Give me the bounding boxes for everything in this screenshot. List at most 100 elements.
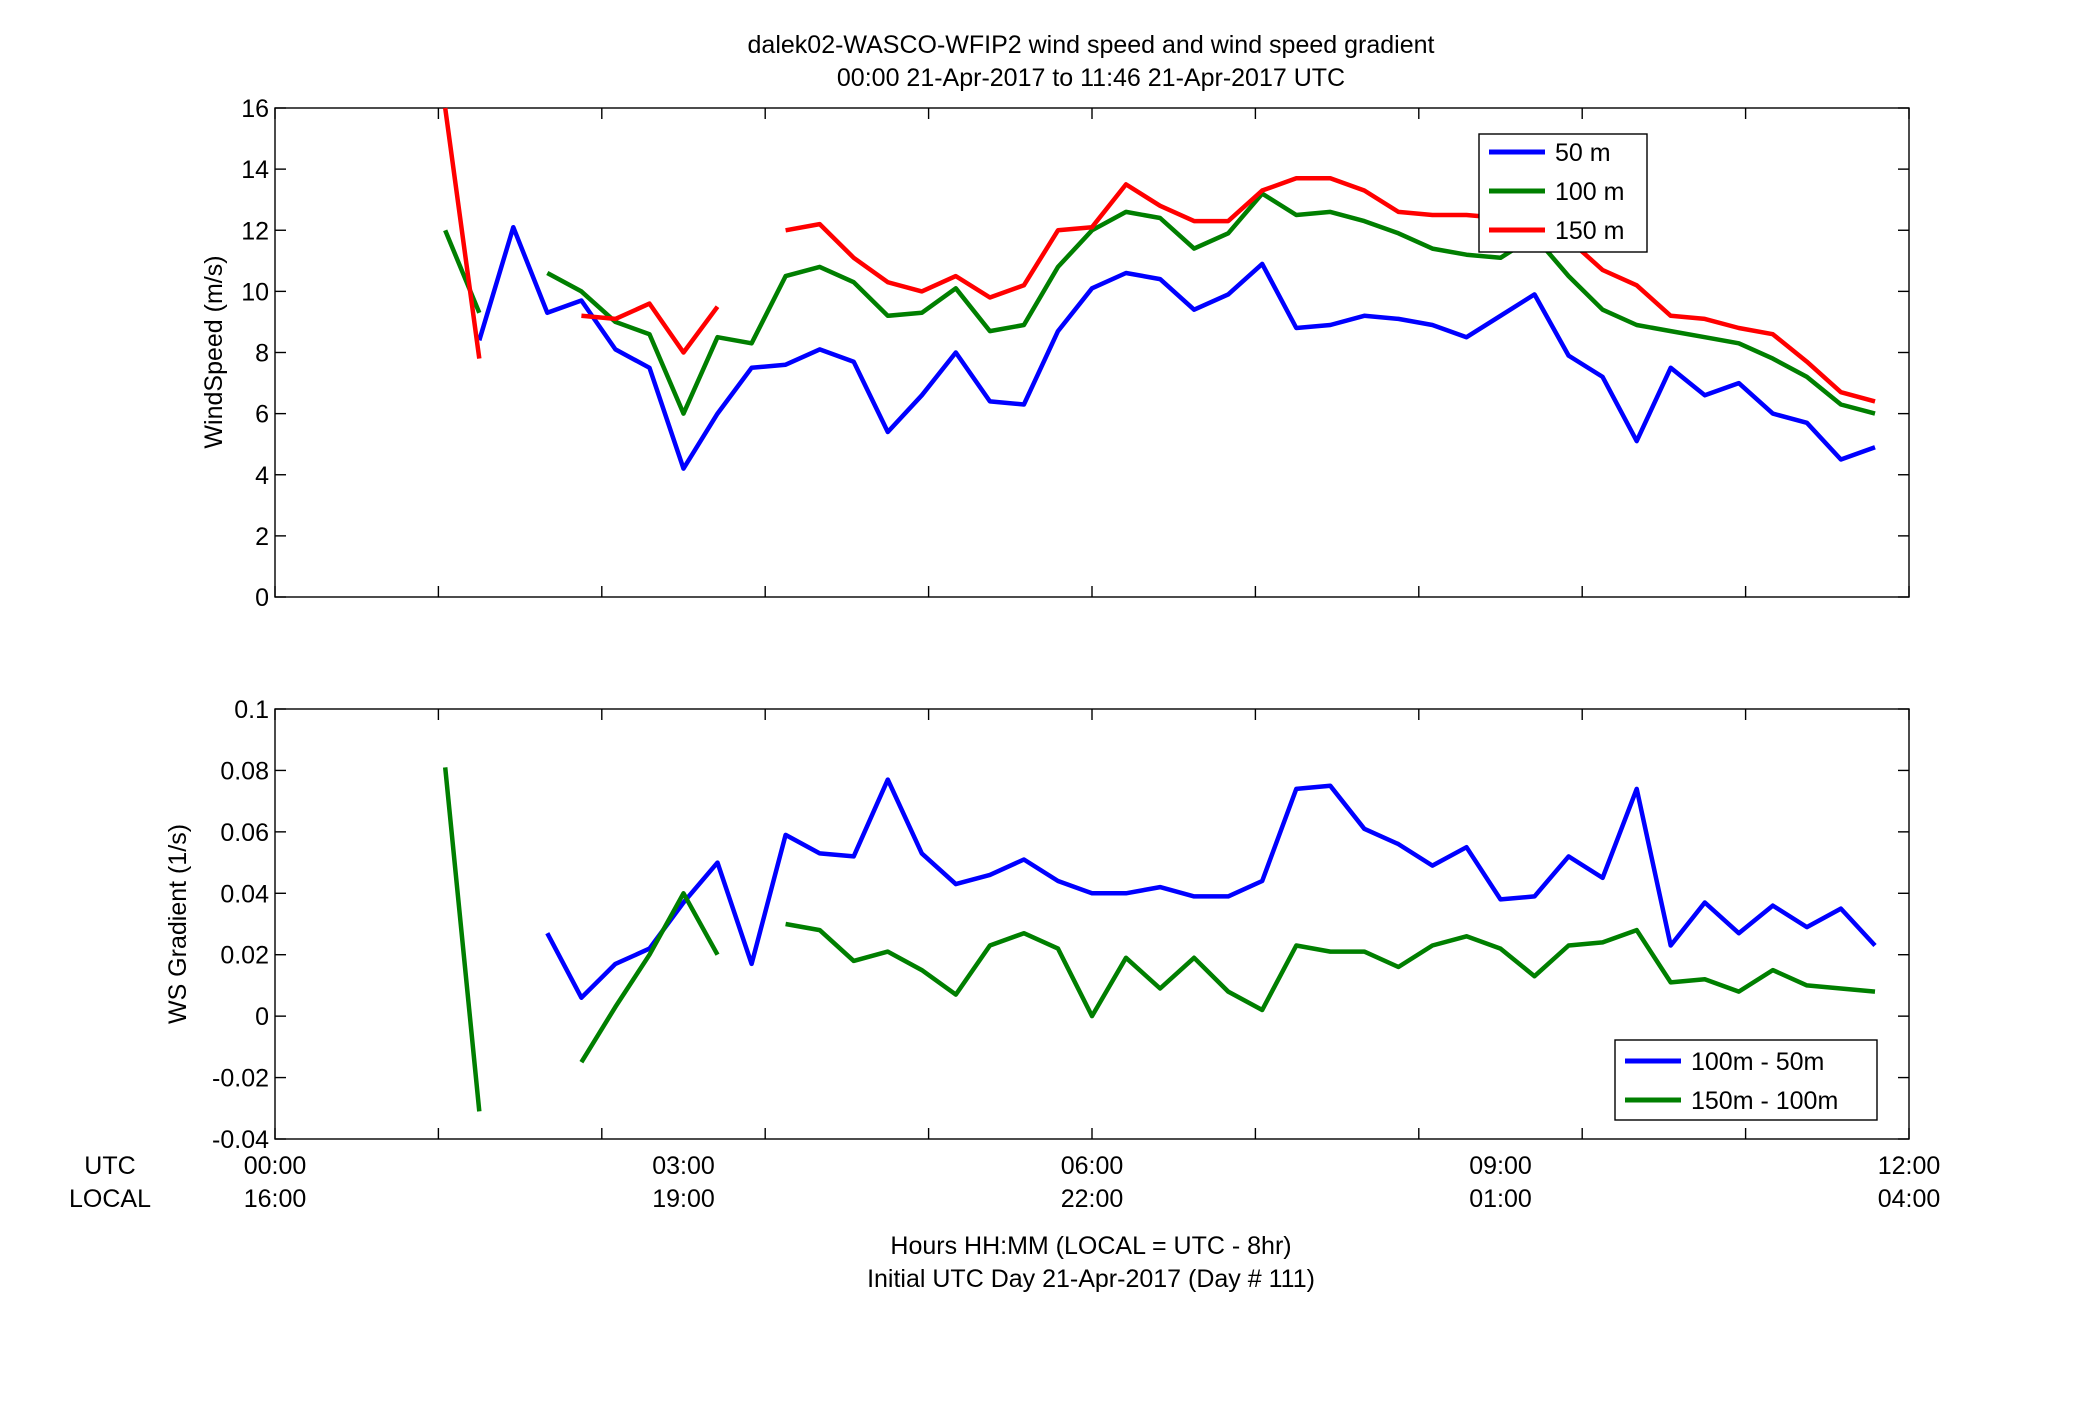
data-point-100m (1430, 247, 1434, 251)
data-point-50m (1533, 292, 1537, 296)
gradient-lines (442, 767, 1877, 1112)
data-point-150m-100m (1601, 940, 1605, 944)
data-point-100m (852, 280, 856, 284)
data-point-50m (1022, 403, 1026, 407)
data-point-150m-100m (1430, 944, 1434, 948)
utc-tick-label: 09:00 (1469, 1152, 1532, 1180)
data-point-100m (1328, 210, 1332, 214)
gradient-legend: 100m - 50m 150m - 100m (1614, 1039, 1878, 1121)
data-point-100m (1158, 216, 1162, 220)
gradient-legend-box (1614, 1039, 1878, 1121)
ytick-label: 0.06 (220, 819, 269, 847)
data-point-100m-50m (954, 882, 958, 886)
data-point-100m-50m (1465, 845, 1469, 849)
data-point-150m (1226, 219, 1230, 223)
data-point-100m-50m (1805, 925, 1809, 929)
data-point-50m (920, 393, 924, 397)
data-point-100m-50m (1090, 891, 1094, 895)
gradient-ticks: -0.04 -0.02 0 0.02 0.04 0.06 0.08 0.1 (212, 696, 1910, 1154)
data-point-50m (1362, 314, 1366, 318)
data-point-150m-100m (1056, 947, 1060, 951)
data-point-100m-50m (545, 931, 549, 935)
data-point-100m-50m (1635, 787, 1639, 791)
data-point-50m (1056, 329, 1060, 333)
data-point-150m-100m (648, 953, 652, 957)
data-point-100m (750, 341, 754, 345)
data-point-150m (716, 305, 720, 309)
data-point-100m-50m (988, 873, 992, 877)
data-point-150m (443, 106, 447, 110)
data-point-50m (1567, 354, 1571, 358)
utc-tick-label: 00:00 (244, 1152, 307, 1180)
data-point-100m-50m (1839, 907, 1843, 911)
windspeed-axes-box (274, 107, 1910, 598)
data-point-100m-50m (1022, 858, 1026, 862)
ytick-label: 0 (255, 584, 269, 612)
data-point-150m-100m (1022, 931, 1026, 935)
data-point-150m-100m (852, 959, 856, 963)
data-point-100m (1056, 265, 1060, 269)
data-point-150m-100m (1703, 977, 1707, 981)
windspeed-panel: 0 2 4 6 8 10 12 14 16 WindSpeed (m/s) 50 m 100 m… (200, 95, 1910, 612)
data-point-100m (682, 412, 686, 416)
data-point-50m (750, 366, 754, 370)
data-point-150m (988, 296, 992, 300)
local-tick-label: 04:00 (1878, 1185, 1941, 1213)
data-point-100m (1737, 341, 1741, 345)
data-point-150m-100m (1158, 987, 1162, 991)
data-point-150m-100m (818, 928, 822, 932)
data-point-150m (1396, 210, 1400, 214)
legend-label-50m: 50 m (1555, 139, 1611, 167)
windspeed-lines (442, 106, 1877, 471)
data-point-100m (920, 311, 924, 315)
data-point-150m (1192, 219, 1196, 223)
data-point-100m (443, 228, 447, 232)
data-point-150m (1737, 326, 1741, 330)
data-point-150m (1703, 317, 1707, 321)
data-point-50m (1090, 286, 1094, 290)
data-point-50m (1669, 366, 1673, 370)
data-point-150m-100m (613, 1005, 617, 1009)
ytick-label: 0.08 (220, 757, 269, 785)
data-point-50m (852, 360, 856, 364)
ytick-label: -0.02 (212, 1065, 269, 1093)
local-tick-label: 01:00 (1469, 1185, 1532, 1213)
data-point-150m (1601, 268, 1605, 272)
data-point-100m-50m (1533, 894, 1537, 898)
data-point-100m-50m (1430, 864, 1434, 868)
utc-tick-label: 12:00 (1878, 1152, 1941, 1180)
data-point-100m (1771, 357, 1775, 361)
data-point-50m (511, 225, 515, 229)
xlabel-line2: Initial UTC Day 21-Apr-2017 (Day # 111) (867, 1265, 1315, 1293)
data-point-100m-50m (1158, 885, 1162, 889)
data-point-50m (1192, 308, 1196, 312)
data-point-100m (818, 265, 822, 269)
ytick-label: 14 (241, 156, 269, 184)
data-point-100m-50m (1260, 879, 1264, 883)
data-point-50m (1226, 292, 1230, 296)
data-point-150m-100m (988, 944, 992, 948)
data-point-100m-50m (1056, 879, 1060, 883)
data-point-100m-50m (613, 962, 617, 966)
data-point-100m (1873, 412, 1877, 416)
data-point-100m-50m (1362, 827, 1366, 831)
data-point-50m (545, 311, 549, 315)
ytick-label: 16 (241, 95, 269, 123)
data-point-150m-100m (1260, 1008, 1264, 1012)
data-point-50m (1771, 412, 1775, 416)
data-point-150m-100m (682, 891, 686, 895)
data-point-100m (648, 332, 652, 336)
data-point-50m (1430, 323, 1434, 327)
data-point-150m (648, 302, 652, 306)
xlabel-line1: Hours HH:MM (LOCAL = UTC - 8hr) (890, 1232, 1291, 1260)
data-point-100m (545, 271, 549, 275)
local-tick-label: 22:00 (1061, 1185, 1124, 1213)
data-point-50m (648, 366, 652, 370)
utc-tick-label: 03:00 (652, 1152, 715, 1180)
legend-label-100m-50m: 100m - 50m (1691, 1048, 1824, 1076)
data-point-100m-50m (1669, 944, 1673, 948)
ytick-label: 2 (255, 523, 269, 551)
data-point-150m-100m (1669, 980, 1673, 984)
data-point-50m (1703, 393, 1707, 397)
